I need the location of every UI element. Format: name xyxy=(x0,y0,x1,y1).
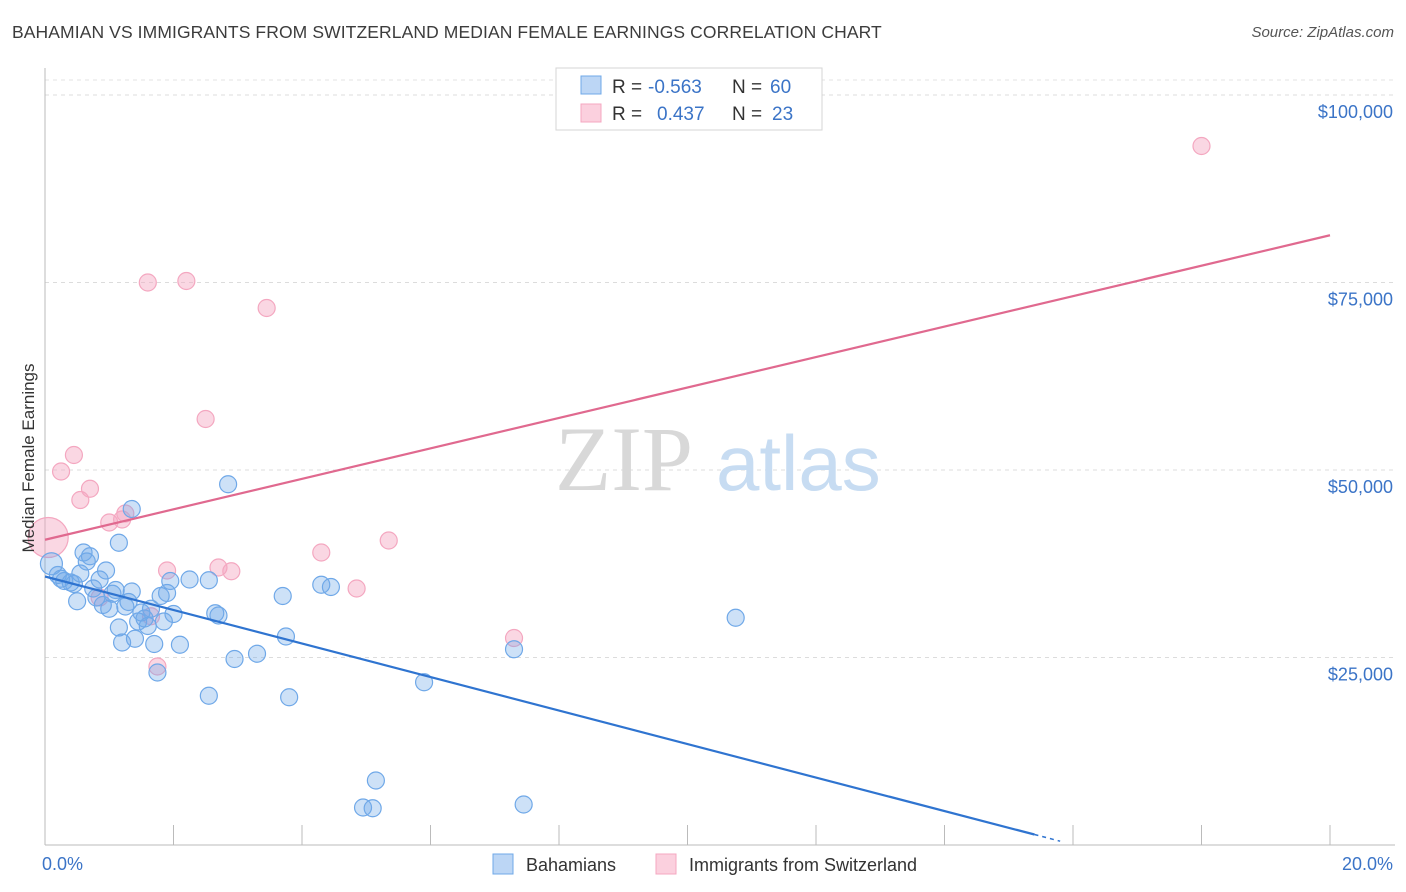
bahamian-point xyxy=(514,795,533,814)
watermark-atlas: atlas xyxy=(716,419,881,507)
bottom-legend-swiss: Immigrants from Switzerland xyxy=(689,855,917,875)
bahamian-trend-line xyxy=(44,575,1035,836)
bottom-legend-bahamians: Bahamians xyxy=(526,855,616,875)
trend-lines xyxy=(44,234,1331,842)
bahamian-point xyxy=(161,571,180,591)
y-axis-title: Median Female Earnings xyxy=(19,364,38,553)
x-tick-label-1: 20.0% xyxy=(1342,854,1393,874)
bahamian-point xyxy=(125,629,145,648)
bahamian-point xyxy=(726,608,745,627)
swiss-point xyxy=(1192,136,1211,156)
legend-n-value-1: 60 xyxy=(770,77,791,98)
bahamian-point xyxy=(80,547,100,566)
bahamian-point xyxy=(225,649,244,669)
legend-swatch-swiss xyxy=(580,103,602,123)
bahamian-point xyxy=(145,634,164,654)
chart-title: BAHAMIAN VS IMMIGRANTS FROM SWITZERLAND … xyxy=(12,22,882,42)
bahamian-point xyxy=(504,640,524,659)
x-tick-label-0: 0.0% xyxy=(42,854,83,874)
swiss-point xyxy=(27,516,69,559)
legend-n-label-1: N = xyxy=(732,77,762,98)
legend-n-label-2: N = xyxy=(732,104,762,125)
y-tick-label-3: $100,000 xyxy=(1318,102,1393,122)
bahamian-point xyxy=(148,663,167,682)
swiss-point xyxy=(177,271,196,291)
watermark: ZIP atlas xyxy=(555,408,881,510)
y-tick-label-1: $50,000 xyxy=(1328,477,1393,497)
bahamian-point xyxy=(170,635,190,654)
watermark-zip: ZIP xyxy=(555,408,693,510)
bahamian-point xyxy=(77,552,96,571)
swiss-point xyxy=(379,531,398,550)
bahamian-trend-extension xyxy=(1034,833,1061,842)
bahamian-point xyxy=(109,618,128,637)
bahamian-point xyxy=(180,570,199,589)
bahamian-point xyxy=(96,561,116,580)
y-tick-label-0: $25,000 xyxy=(1328,665,1393,685)
bahamian-point xyxy=(199,571,218,590)
bahamian-point xyxy=(154,612,173,631)
swiss-point xyxy=(64,445,84,465)
bahamian-point xyxy=(276,627,296,646)
swiss-point xyxy=(138,273,157,292)
swiss-point xyxy=(148,657,167,676)
gridlines xyxy=(45,79,1395,658)
x-tick-labels: 0.0% 20.0% xyxy=(42,854,1393,874)
swiss-point xyxy=(157,561,177,580)
bahamian-point xyxy=(321,577,341,597)
bahamian-point xyxy=(100,599,119,618)
swiss-point xyxy=(196,409,215,429)
y-tick-labels: $25,000 $50,000 $75,000 $100,000 xyxy=(1318,102,1393,685)
bahamian-point xyxy=(68,592,87,611)
bahamian-point xyxy=(157,583,177,603)
swiss-point xyxy=(312,543,331,562)
bahamian-point xyxy=(280,688,299,707)
bahamian-point xyxy=(138,616,157,636)
bahamian-point xyxy=(366,771,385,790)
bahamian-point xyxy=(414,673,434,692)
bahamian-point xyxy=(199,686,218,705)
bottom-legend-swatch-bahamians xyxy=(492,853,514,875)
legend-r-value-1: -0.563 xyxy=(648,77,702,98)
y-tick-label-2: $75,000 xyxy=(1328,290,1393,310)
legend-r-label-2: R = xyxy=(612,104,642,125)
correlation-legend: R = -0.563 N = 60 R = 0.437 N = 23 xyxy=(555,67,823,131)
bahamian-point xyxy=(363,799,382,818)
swiss-point xyxy=(257,298,276,318)
bahamian-point xyxy=(353,798,373,817)
series-legend: Bahamians Immigrants from Switzerland xyxy=(492,853,917,875)
bahamian-point xyxy=(273,586,292,606)
bahamian-point xyxy=(122,499,141,519)
bahamian-point xyxy=(39,552,64,576)
bottom-legend-swatch-swiss xyxy=(655,853,677,875)
swiss-point xyxy=(51,462,71,481)
legend-r-label-1: R = xyxy=(612,77,642,98)
legend-n-value-2: 23 xyxy=(772,104,793,125)
swiss-trend-line xyxy=(44,234,1331,541)
swiss-point xyxy=(222,562,241,581)
axes xyxy=(44,68,1395,846)
bahamian-point xyxy=(90,570,109,589)
source-label: Source: ZipAtlas.com xyxy=(1251,24,1394,41)
bahamian-points xyxy=(39,475,745,818)
bahamian-point xyxy=(109,533,128,552)
swiss-point xyxy=(347,579,366,598)
bahamian-point xyxy=(219,475,238,494)
legend-r-value-2: 0.437 xyxy=(657,104,705,125)
swiss-point xyxy=(80,479,100,498)
legend-swatch-bahamians xyxy=(580,75,602,95)
swiss-points xyxy=(27,136,1211,676)
bahamian-point xyxy=(247,644,267,663)
